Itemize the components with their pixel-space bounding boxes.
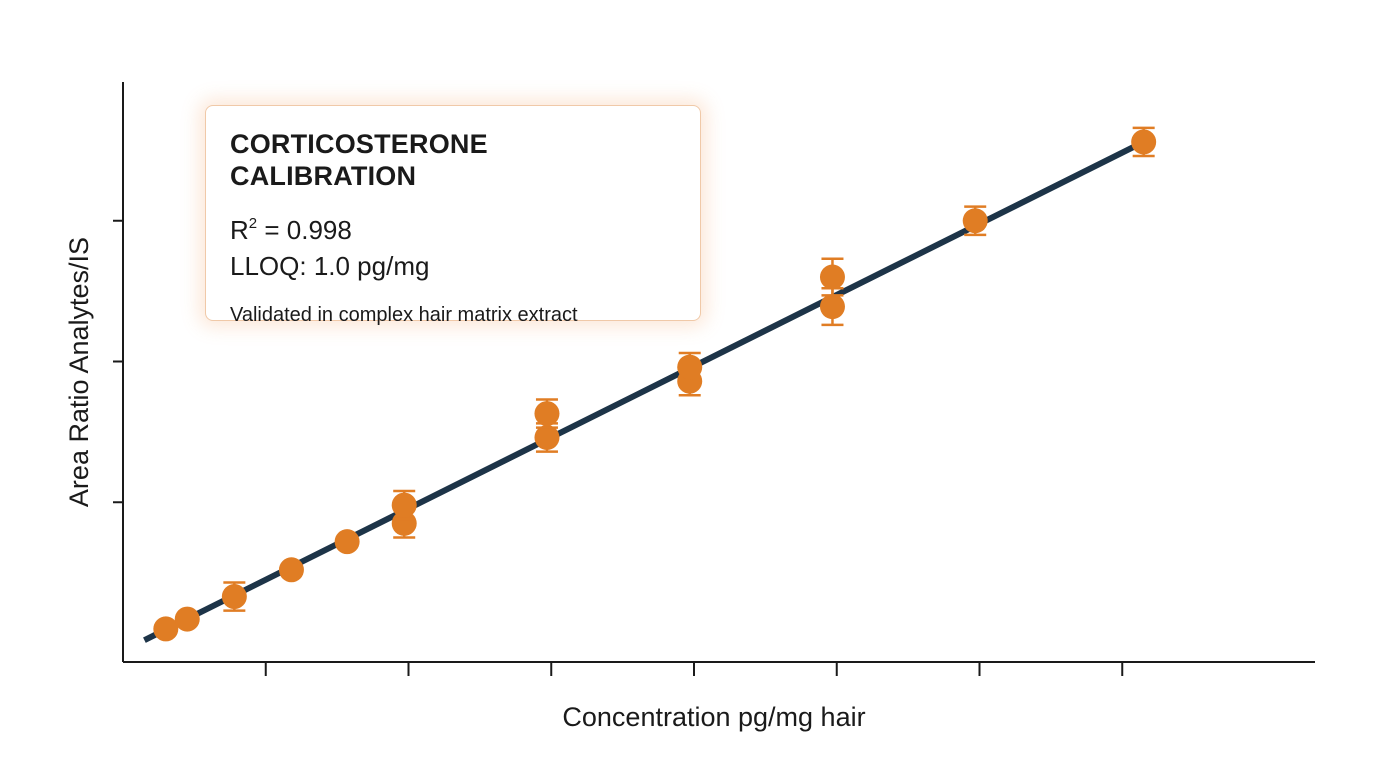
y-axis-label: Area Ratio Analytes/IS xyxy=(64,237,94,507)
data-point-3 xyxy=(221,584,247,610)
data-point-15 xyxy=(1131,129,1157,155)
data-point-5 xyxy=(334,529,360,555)
data-point-2 xyxy=(174,606,200,632)
r-squared-line: R2 = 0.998 xyxy=(230,206,676,248)
axes xyxy=(122,82,1315,663)
data-point-13 xyxy=(819,264,845,290)
lloq-line: LLOQ: 1.0 pg/mg xyxy=(230,251,430,281)
ticks xyxy=(113,219,1124,676)
data-point-8 xyxy=(534,425,560,451)
data-point-14 xyxy=(962,208,988,234)
x-axis-label: Concentration pg/mg hair xyxy=(562,702,865,732)
data-point-7 xyxy=(391,492,417,518)
data-point-4 xyxy=(278,557,304,583)
info-title: CORTICOSTERONE CALIBRATION xyxy=(230,129,488,191)
calibration-info-box: CORTICOSTERONE CALIBRATION R2 = 0.998 LL… xyxy=(205,105,701,326)
data-point-11 xyxy=(677,354,703,380)
data-points xyxy=(153,126,1157,642)
data-point-1 xyxy=(153,616,179,642)
r-squared-value: = 0.998 xyxy=(257,215,352,245)
data-point-6 xyxy=(391,510,417,536)
data-point-12 xyxy=(819,294,845,320)
r-squared-exponent: 2 xyxy=(248,215,258,232)
validation-note: Validated in complex hair matrix extract xyxy=(230,304,578,326)
data-point-9 xyxy=(534,401,560,427)
r-squared-symbol: R xyxy=(230,215,249,245)
